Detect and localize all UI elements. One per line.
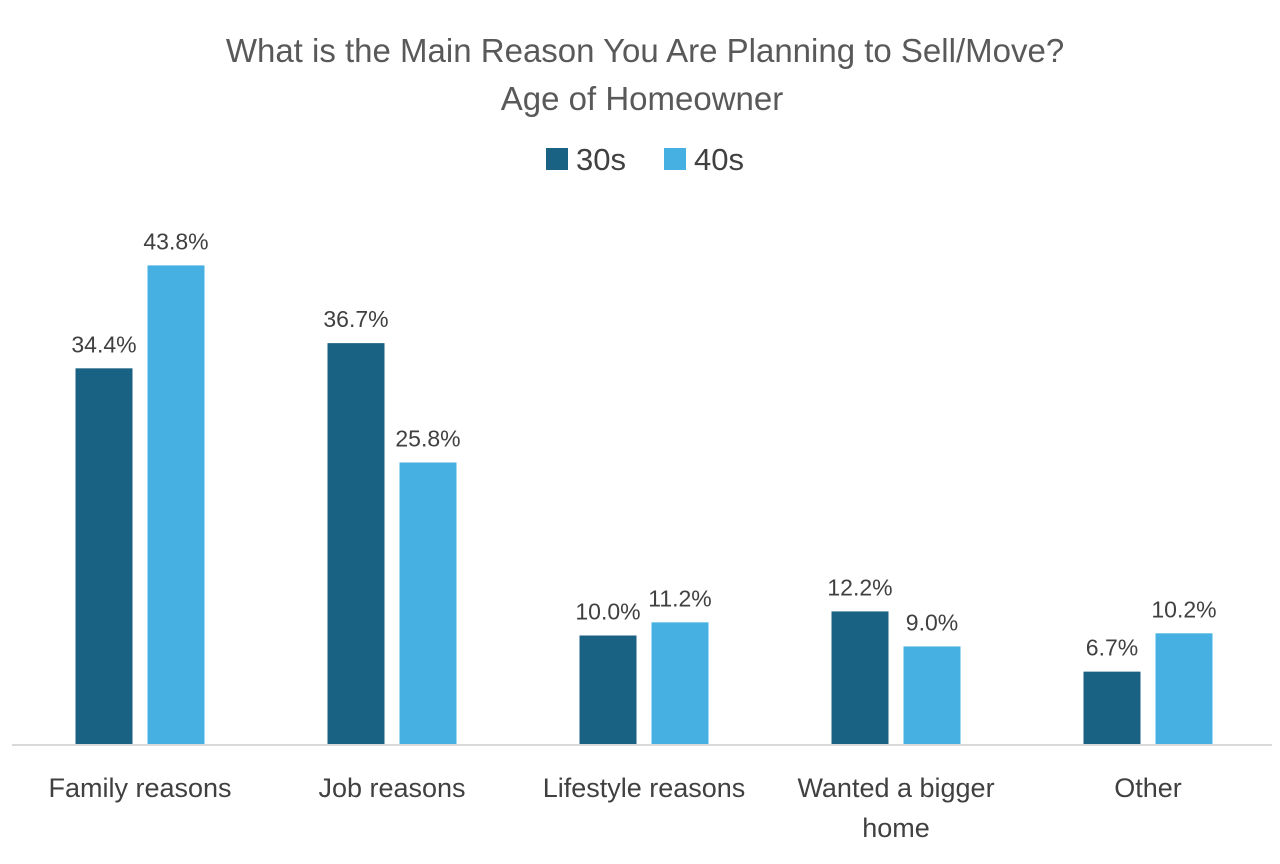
category-label-1: Job reasons [318,773,465,803]
bar-30s-2 [579,635,637,745]
category-label-3-line-1: home [862,813,930,843]
bar-40s-3 [903,646,961,745]
data-label-40s-4: 10.2% [1151,596,1216,622]
data-label-40s-1: 25.8% [395,425,460,451]
bar-30s-4 [1083,671,1141,745]
bar-40s-0 [147,265,205,745]
bar-40s-1 [399,462,457,745]
category-label-3-line-0: Wanted a bigger [797,773,994,803]
legend-swatch-30s [546,148,568,170]
chart-subtitle: Age of Homeowner [501,80,783,117]
bar-40s-4 [1155,633,1213,745]
legend-label-30s: 30s [576,142,626,177]
data-label-30s-0: 34.4% [71,331,136,357]
legend-swatch-40s [664,148,686,170]
category-label-4: Other [1114,773,1182,803]
bar-30s-1 [327,343,385,745]
data-label-30s-2: 10.0% [575,599,640,625]
category-label-2: Lifestyle reasons [543,773,746,803]
data-label-30s-1: 36.7% [323,306,388,332]
data-labels-group: 34.4% 43.8% 36.7% 25.8% 10.0% 11.2% 12.2% 9.0% 6… [71,228,1216,660]
bar-30s-0 [75,368,133,745]
category-labels-group: Family reasons Job reasons Lifestyle reaso… [48,773,1181,843]
legend: 30s 40s [546,142,744,177]
data-label-40s-3: 9.0% [906,609,958,635]
chart-title: What is the Main Reason You Are Planning… [226,32,1064,69]
bar-40s-2 [651,622,709,745]
data-label-40s-2: 11.2% [648,585,712,611]
data-label-30s-3: 12.2% [827,574,892,600]
legend-label-40s: 40s [694,142,744,177]
bar-30s-3 [831,611,889,745]
category-label-0: Family reasons [48,773,231,803]
bars-group [75,265,1213,745]
data-label-40s-0: 43.8% [143,228,208,254]
data-label-30s-4: 6.7% [1086,635,1138,661]
